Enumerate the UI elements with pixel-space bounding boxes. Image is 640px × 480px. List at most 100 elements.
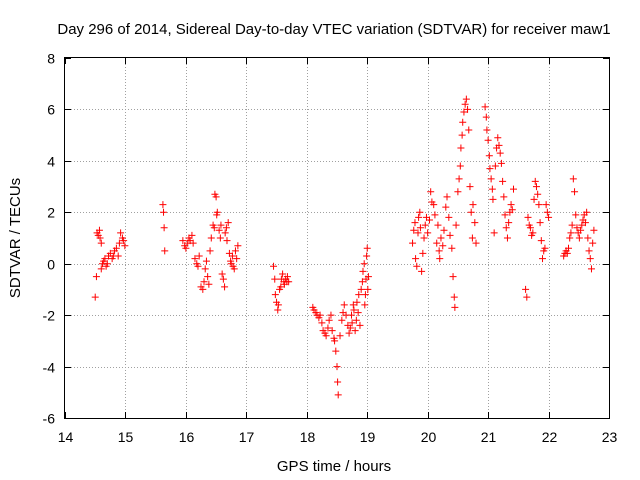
data-point xyxy=(334,378,342,386)
data-point xyxy=(274,301,282,309)
data-point xyxy=(471,219,479,227)
y-tick-label: -4 xyxy=(43,360,56,376)
data-point xyxy=(322,332,330,340)
data-point xyxy=(318,319,326,327)
data-point xyxy=(577,226,585,234)
data-point xyxy=(419,249,427,257)
data-point xyxy=(112,244,120,252)
data-point xyxy=(349,301,357,309)
data-points xyxy=(91,95,598,399)
data-point xyxy=(188,231,196,239)
data-point xyxy=(484,136,492,144)
data-point xyxy=(95,226,103,234)
data-point xyxy=(120,237,128,245)
data-point xyxy=(436,255,444,263)
data-point xyxy=(430,201,438,209)
data-point xyxy=(437,234,445,242)
data-point xyxy=(503,234,511,242)
y-tick-label: 4 xyxy=(47,154,55,170)
x-tick-labels: 14 15 16 17 18 19 20 21 22 23 xyxy=(58,429,618,445)
data-point xyxy=(439,242,447,250)
data-point xyxy=(454,188,462,196)
data-point xyxy=(563,249,571,257)
data-point xyxy=(117,229,125,237)
x-tick-label: 21 xyxy=(481,429,497,445)
y-tick-label: -2 xyxy=(43,308,56,324)
data-point xyxy=(458,131,466,139)
y-tick-label: -6 xyxy=(43,411,56,427)
y-tick-labels: -6 -4 -2 0 2 4 6 8 xyxy=(43,51,56,427)
data-point xyxy=(578,221,586,229)
data-point xyxy=(468,234,476,242)
data-point xyxy=(316,311,324,319)
data-point xyxy=(537,237,545,245)
data-point xyxy=(589,239,597,247)
data-point xyxy=(285,278,293,286)
data-point xyxy=(357,285,365,293)
data-point xyxy=(416,208,424,216)
data-point xyxy=(356,321,364,329)
data-point xyxy=(530,195,538,203)
data-point xyxy=(486,165,494,173)
data-point xyxy=(590,226,598,234)
data-point xyxy=(331,337,339,345)
data-point xyxy=(483,126,491,134)
data-point xyxy=(191,255,199,263)
data-point xyxy=(179,237,187,245)
data-point xyxy=(103,260,111,268)
data-point xyxy=(205,280,213,288)
data-point xyxy=(350,306,358,314)
data-point xyxy=(568,221,576,229)
data-point xyxy=(451,303,459,311)
data-point xyxy=(160,208,168,216)
data-point xyxy=(327,311,335,319)
data-point xyxy=(531,177,539,185)
data-point xyxy=(195,252,203,260)
data-point xyxy=(499,177,507,185)
data-point xyxy=(481,103,489,111)
data-point xyxy=(210,224,218,232)
data-point xyxy=(464,105,472,113)
plot-frame xyxy=(64,57,610,419)
x-tick-label: 16 xyxy=(179,429,195,445)
data-point xyxy=(97,239,105,247)
data-point xyxy=(194,262,202,270)
data-point xyxy=(271,291,279,299)
x-tick-label: 17 xyxy=(239,429,255,445)
data-point xyxy=(415,213,423,221)
data-point xyxy=(359,267,367,275)
data-point xyxy=(501,211,509,219)
data-point xyxy=(452,221,460,229)
data-point xyxy=(410,226,418,234)
data-point xyxy=(414,229,422,237)
data-point xyxy=(488,185,496,193)
data-point xyxy=(274,306,282,314)
data-point xyxy=(283,273,291,281)
data-point xyxy=(495,141,503,149)
data-point xyxy=(325,316,333,324)
data-point xyxy=(508,206,516,214)
data-point xyxy=(424,229,432,237)
data-point xyxy=(328,327,336,335)
data-point xyxy=(228,252,236,260)
data-point xyxy=(271,275,279,283)
data-point xyxy=(334,391,342,399)
data-point xyxy=(456,162,464,170)
data-point xyxy=(348,311,356,319)
x-tick-label: 14 xyxy=(58,429,74,445)
data-point xyxy=(212,193,220,201)
data-point xyxy=(222,224,230,232)
data-point xyxy=(522,285,530,293)
data-point xyxy=(587,265,595,273)
data-point xyxy=(270,262,278,270)
data-point xyxy=(466,183,474,191)
data-point xyxy=(469,201,477,209)
data-point xyxy=(534,190,542,198)
data-point xyxy=(96,234,104,242)
data-point xyxy=(215,226,223,234)
data-point xyxy=(543,208,551,216)
data-point xyxy=(416,224,424,232)
data-point xyxy=(219,275,227,283)
data-point xyxy=(352,316,360,324)
